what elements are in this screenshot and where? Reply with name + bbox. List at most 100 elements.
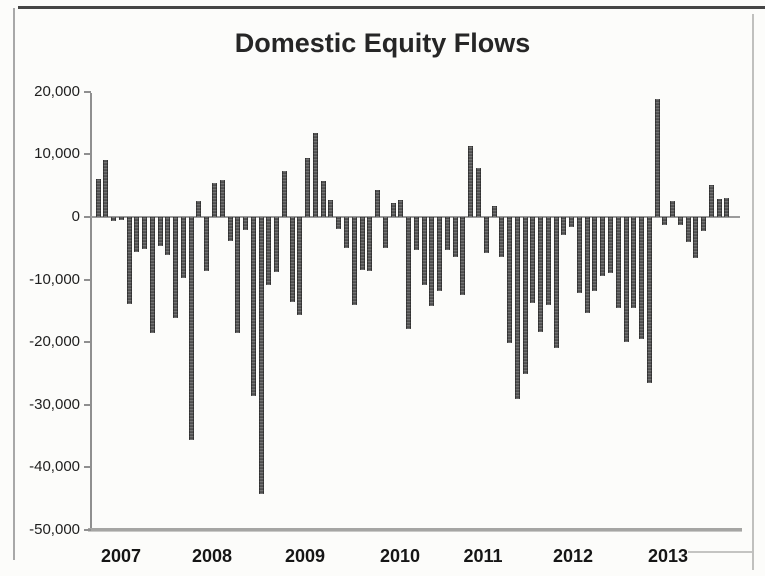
bar-2011-m2 bbox=[475, 168, 481, 217]
bar-2012-m8 bbox=[615, 217, 621, 309]
bar-2010-m11 bbox=[452, 217, 458, 258]
bar-2008-m7 bbox=[235, 217, 241, 333]
bar-2007-m4 bbox=[118, 217, 124, 221]
bar-2011-m1 bbox=[468, 146, 474, 217]
y-axis-label: -30,000 bbox=[29, 395, 80, 413]
bar-2013-m2 bbox=[662, 217, 668, 226]
chart-title: Domestic Equity Flows bbox=[234, 28, 531, 58]
y-axis-label: 20,000 bbox=[34, 82, 80, 100]
bar-2008-m11 bbox=[266, 217, 272, 286]
bar-2012-m7 bbox=[607, 217, 613, 273]
bar-2010-m6 bbox=[413, 217, 419, 251]
bar-2012-m6 bbox=[600, 217, 606, 276]
bar-2007-m6 bbox=[134, 217, 140, 253]
bar-2009-m3 bbox=[297, 217, 303, 316]
bar-2007-m7 bbox=[142, 217, 148, 249]
bar-2013-m10 bbox=[724, 198, 730, 217]
bar-2012-m3 bbox=[576, 217, 582, 294]
bar-2010-m8 bbox=[429, 217, 435, 306]
bar-2013-m6 bbox=[693, 217, 699, 258]
y-axis-line bbox=[90, 93, 92, 531]
bar-2009-m7 bbox=[328, 200, 334, 217]
y-axis-tick bbox=[84, 341, 91, 344]
bar-2009-m1 bbox=[281, 170, 287, 217]
bar-2010-m9 bbox=[437, 217, 443, 292]
bar-2007-m1 bbox=[95, 179, 101, 217]
bar-2010-m10 bbox=[444, 217, 450, 251]
bar-2013-m3 bbox=[670, 201, 676, 217]
bar-2009-m9 bbox=[343, 217, 349, 249]
bar-2007-m3 bbox=[111, 217, 117, 222]
bar-2013-m4 bbox=[677, 217, 683, 225]
bar-2009-m5 bbox=[312, 133, 318, 217]
bar-2011-m12 bbox=[553, 217, 559, 348]
bar-2011-m9 bbox=[530, 217, 536, 303]
bar-2012-m4 bbox=[584, 217, 590, 313]
bar-2008-m12 bbox=[274, 217, 280, 273]
bar-2012-m5 bbox=[592, 217, 598, 292]
x-axis-year-label: 2009 bbox=[284, 546, 326, 566]
bar-2007-m10 bbox=[165, 217, 171, 255]
bar-2011-m8 bbox=[522, 217, 528, 374]
bar-2013-m1 bbox=[654, 98, 660, 217]
bar-2013-m9 bbox=[716, 198, 722, 217]
bar-2008-m10 bbox=[258, 217, 264, 494]
bar-2008-m1 bbox=[188, 217, 194, 441]
bar-2009-m6 bbox=[320, 181, 326, 217]
y-axis-label: -40,000 bbox=[29, 458, 80, 476]
bar-2010-m3 bbox=[390, 202, 396, 217]
x-axis-year-label: 2010 bbox=[379, 546, 421, 566]
x-axis-year-label: 2008 bbox=[191, 546, 233, 566]
y-axis-label: -10,000 bbox=[29, 270, 80, 288]
bar-2012-m1 bbox=[561, 217, 567, 235]
bar-2007-m5 bbox=[126, 217, 132, 304]
scan-border-left bbox=[13, 8, 15, 560]
bar-2013-m7 bbox=[701, 217, 707, 231]
x-axis-year-label: 2012 bbox=[552, 546, 594, 566]
bar-2010-m12 bbox=[460, 217, 466, 295]
bar-2011-m5 bbox=[499, 217, 505, 258]
scan-border-corner bbox=[688, 551, 752, 553]
bar-2012-m12 bbox=[646, 217, 652, 383]
bar-2011-m6 bbox=[507, 217, 513, 343]
bar-2008-m6 bbox=[227, 217, 233, 242]
bar-2010-m4 bbox=[398, 200, 404, 217]
bar-2013-m8 bbox=[708, 185, 714, 217]
y-axis-tick bbox=[84, 153, 91, 156]
bar-2009-m11 bbox=[359, 217, 365, 271]
bar-2011-m7 bbox=[514, 217, 520, 400]
bar-2009-m4 bbox=[305, 157, 311, 217]
bar-2009-m2 bbox=[289, 217, 295, 302]
bar-2008-m3 bbox=[204, 217, 210, 272]
bar-2009-m8 bbox=[336, 217, 342, 229]
x-axis-year-label: 2011 bbox=[463, 546, 503, 566]
bar-2011-m3 bbox=[483, 217, 489, 253]
y-axis-tick bbox=[84, 529, 91, 531]
x-axis-year-label: 2007 bbox=[100, 546, 142, 566]
bar-2011-m11 bbox=[545, 217, 551, 305]
bar-2010-m2 bbox=[382, 217, 388, 248]
bar-2007-m8 bbox=[149, 217, 155, 333]
bar-2010-m5 bbox=[406, 217, 412, 330]
bar-2008-m9 bbox=[250, 217, 256, 397]
y-axis-tick bbox=[84, 90, 91, 93]
y-axis-label: 0 bbox=[71, 208, 80, 225]
scan-border-top bbox=[18, 6, 765, 9]
y-axis-label: -50,000 bbox=[29, 521, 80, 538]
bar-2008-m8 bbox=[243, 217, 249, 230]
x-axis-year-label: 2013 bbox=[647, 546, 689, 566]
bar-2012-m9 bbox=[623, 217, 629, 342]
bar-2010-m1 bbox=[375, 190, 381, 217]
y-axis-tick bbox=[84, 278, 91, 281]
bar-2007-m2 bbox=[103, 160, 109, 217]
plot-bottom-border bbox=[88, 528, 742, 532]
bar-2008-m4 bbox=[211, 183, 217, 217]
bar-2012-m10 bbox=[631, 217, 637, 308]
bar-2007-m11 bbox=[173, 217, 179, 318]
bar-2007-m12 bbox=[180, 217, 186, 278]
bar-2011-m4 bbox=[491, 206, 497, 217]
bar-2008-m5 bbox=[219, 180, 225, 217]
bar-2008-m2 bbox=[196, 200, 202, 217]
bar-2012-m2 bbox=[569, 217, 575, 228]
